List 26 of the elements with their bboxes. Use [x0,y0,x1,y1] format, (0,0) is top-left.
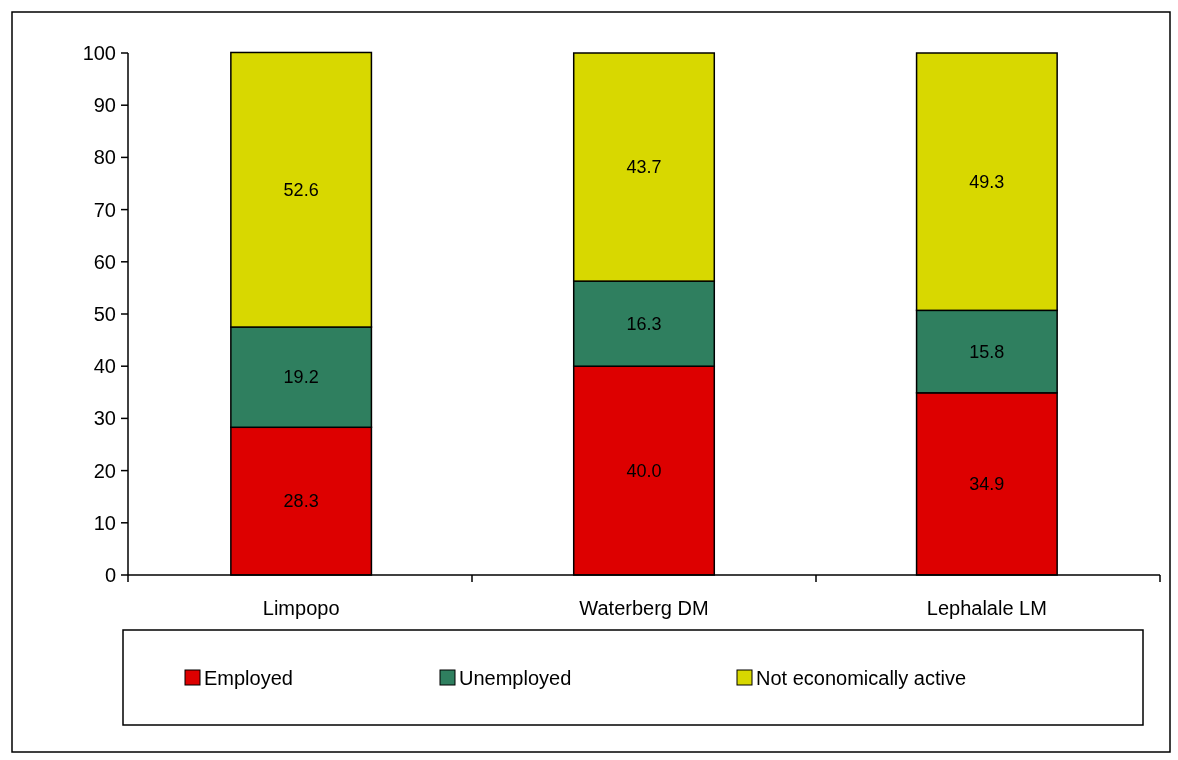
x-tick-label: Waterberg DM [579,597,709,619]
y-tick-label: 100 [82,42,116,64]
data-label: 19.2 [283,367,319,388]
y-tick-label: 10 [93,511,116,534]
x-tick-label: Lephalale LM [926,597,1047,619]
data-label: 34.9 [969,474,1005,495]
data-label: 15.8 [969,341,1005,362]
y-tick-label: 60 [93,250,116,273]
y-tick-label: 80 [93,146,116,169]
data-label: 52.6 [283,180,319,201]
y-tick-label: 40 [93,355,116,378]
legend-label: Unemployed [459,667,572,689]
y-tick-label: 90 [93,94,116,117]
data-label: 43.7 [626,157,662,178]
data-label: 49.3 [969,171,1005,192]
y-tick-label: 20 [93,459,116,482]
y-tick-label: 30 [93,407,116,430]
data-label: 28.3 [283,491,319,512]
y-tick-label: 0 [104,564,116,586]
y-tick-label: 70 [93,198,116,221]
data-label: 40.0 [626,460,662,481]
legend-label: Employed [204,667,293,689]
data-label: 16.3 [626,313,662,334]
x-tick-label: Limpopo [262,597,340,619]
legend-label: Not economically active [756,667,967,689]
y-tick-label: 50 [93,303,116,325]
